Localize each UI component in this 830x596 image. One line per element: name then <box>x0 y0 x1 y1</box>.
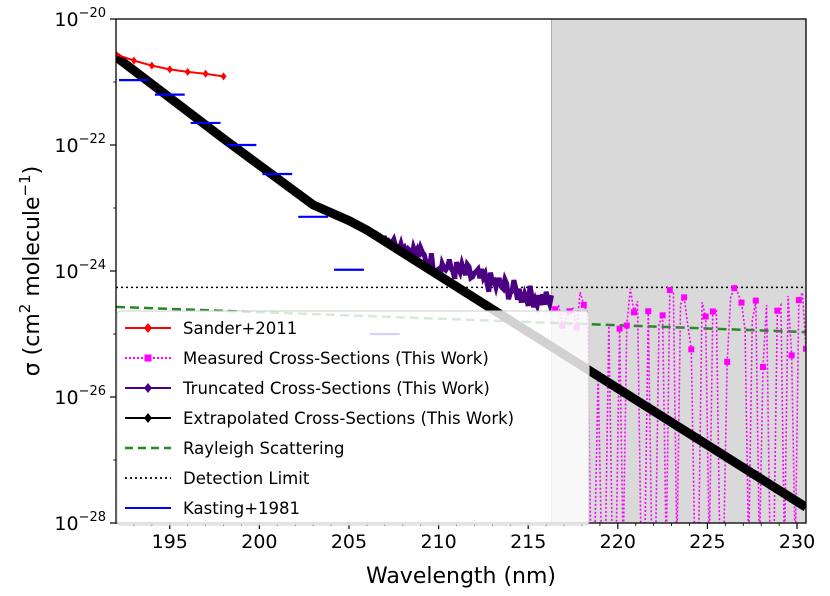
sander-point <box>202 69 209 78</box>
plot-content <box>116 50 806 523</box>
measured-point <box>688 346 695 353</box>
y-tick-label: 10−26 <box>54 384 106 409</box>
sander-point <box>130 56 137 65</box>
measured-point <box>702 313 709 320</box>
legend-label: Rayleigh Scattering <box>183 439 345 458</box>
sander-markers <box>116 50 227 81</box>
measured-point <box>788 352 795 359</box>
measured-point <box>731 285 738 292</box>
legend-entry: Sander+2011 <box>125 319 297 338</box>
measured-point <box>630 309 637 316</box>
x-tick-label: 210 <box>420 531 456 553</box>
legend-entry: Detection Limit <box>125 469 310 488</box>
x-tick-label: 195 <box>152 531 188 553</box>
x-tick-label: 200 <box>241 531 277 553</box>
measured-point <box>645 308 652 315</box>
legend-marker <box>144 383 152 393</box>
measured-point <box>774 307 781 314</box>
sander-point <box>220 72 227 81</box>
x-tick-label: 230 <box>779 531 815 553</box>
measured-point <box>666 287 673 294</box>
legend-label: Detection Limit <box>183 469 310 488</box>
legend: Sander+2011 Measured Cross-Sections (This… <box>116 310 590 526</box>
measured-point <box>659 312 666 319</box>
x-tick-label: 225 <box>689 531 725 553</box>
legend-entry: Truncated Cross-Sections (This Work) <box>125 379 490 398</box>
measured-point <box>752 297 759 304</box>
measured-point <box>795 297 802 304</box>
legend-entry: Extrapolated Cross-Sections (This Work) <box>125 409 514 428</box>
sander-point <box>148 61 155 70</box>
sander-point <box>166 65 173 74</box>
legend-entry: Measured Cross-Sections (This Work) <box>125 349 489 368</box>
legend-marker <box>144 354 152 362</box>
measured-point <box>580 301 587 308</box>
measured-point <box>616 325 623 332</box>
legend-label: Measured Cross-Sections (This Work) <box>183 349 489 368</box>
measured-point <box>709 308 716 315</box>
measured-line <box>554 286 806 523</box>
series-layer <box>116 50 806 523</box>
measured-point <box>724 358 731 365</box>
extrapolated-line <box>116 53 806 512</box>
y-tick-label: 10−22 <box>54 132 106 157</box>
measured-point <box>623 322 630 329</box>
measured-markers <box>552 285 806 378</box>
legend-marker <box>144 413 152 423</box>
legend-label: Extrapolated Cross-Sections (This Work) <box>183 409 514 428</box>
legend-marker <box>144 323 152 333</box>
legend-label: Sander+2011 <box>183 319 297 338</box>
x-tick-label: 215 <box>510 531 546 553</box>
sander-point <box>116 50 119 59</box>
measured-point <box>759 363 766 370</box>
legend-label: Truncated Cross-Sections (This Work) <box>182 379 490 398</box>
sander-point <box>184 67 191 76</box>
legend-label: Kasting+1981 <box>183 499 300 518</box>
kasting-steps <box>119 79 400 336</box>
measured-point <box>681 294 688 301</box>
y-tick-label: 10−20 <box>54 6 106 31</box>
x-axis-label: Wavelength (nm) <box>366 564 556 589</box>
axes-layer: 195 200 205 210 215 220 225 230 10−20 10−22 10−24 1… <box>16 6 815 589</box>
y-axis-label: σ (cm2 molecule−1) <box>16 166 45 377</box>
x-tick-label: 220 <box>600 531 636 553</box>
measured-point <box>803 345 806 352</box>
legend-box <box>116 310 590 526</box>
y-tick-label: 10−28 <box>54 510 106 535</box>
measured-point <box>738 299 745 306</box>
x-tick-label: 205 <box>331 531 367 553</box>
measured-point <box>552 306 559 313</box>
legend-entry: Rayleigh Scattering <box>125 439 345 458</box>
legend-entry: Kasting+1981 <box>125 499 300 518</box>
y-tick-label: 10−24 <box>54 258 106 283</box>
